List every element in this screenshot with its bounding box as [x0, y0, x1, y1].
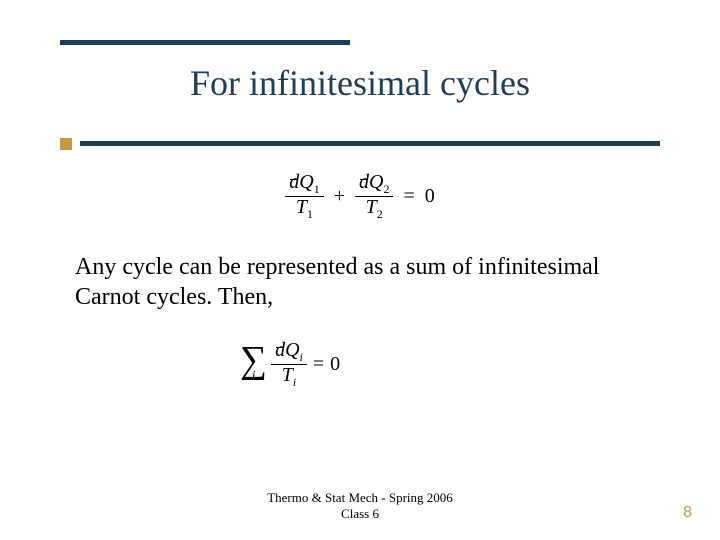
slide-footer: Thermo & Stat Mech - Spring 2006 Class 6: [0, 490, 720, 523]
eq2-q: Q: [285, 339, 299, 361]
slide-title: For infinitesimal cycles: [0, 62, 720, 104]
eq2-rhs: 0: [330, 353, 340, 376]
eq1-q1: Q: [299, 171, 313, 193]
eq2-t: T: [282, 364, 293, 386]
eq1-tsub2: 2: [377, 207, 383, 221]
eq1-sub1: 1: [314, 182, 320, 196]
eq2-d: d: [275, 339, 285, 361]
bullet-square-icon: [60, 138, 72, 150]
eq1-t1: T: [296, 196, 307, 218]
eq1-sub2: 2: [383, 182, 389, 196]
equation-1-fraction-2: dQ2 T2: [355, 172, 393, 220]
eq1-d1: d: [289, 171, 299, 193]
page-number: 8: [683, 504, 692, 522]
eq1-equals: =: [397, 185, 420, 208]
body-paragraph: Any cycle can be represented as a sum of…: [75, 252, 665, 312]
equation-1-fraction-1: dQ1 T1: [285, 172, 323, 220]
footer-line-1: Thermo & Stat Mech - Spring 2006: [0, 490, 720, 506]
eq1-plus: +: [328, 185, 351, 208]
top-decorative-line: [60, 40, 350, 45]
eq1-rhs: 0: [425, 185, 435, 208]
equation-1: dQ1 T1 + dQ2 T2 = 0: [0, 172, 720, 220]
secondary-decorative-line: [80, 141, 660, 146]
equation-2-fraction: dQi Ti: [271, 340, 307, 388]
sigma-icon: ∑ i: [240, 346, 267, 383]
eq1-tsub1: 1: [307, 207, 313, 221]
eq2-qsub: i: [300, 350, 303, 364]
equation-2: ∑ i dQi Ti = 0: [240, 340, 340, 388]
footer-line-2: Class 6: [0, 506, 720, 522]
eq2-tsub: i: [293, 375, 296, 389]
eq1-d2: d: [359, 171, 369, 193]
eq2-equals: =: [307, 353, 330, 376]
eq1-q2: Q: [369, 171, 383, 193]
eq1-t2: T: [366, 196, 377, 218]
